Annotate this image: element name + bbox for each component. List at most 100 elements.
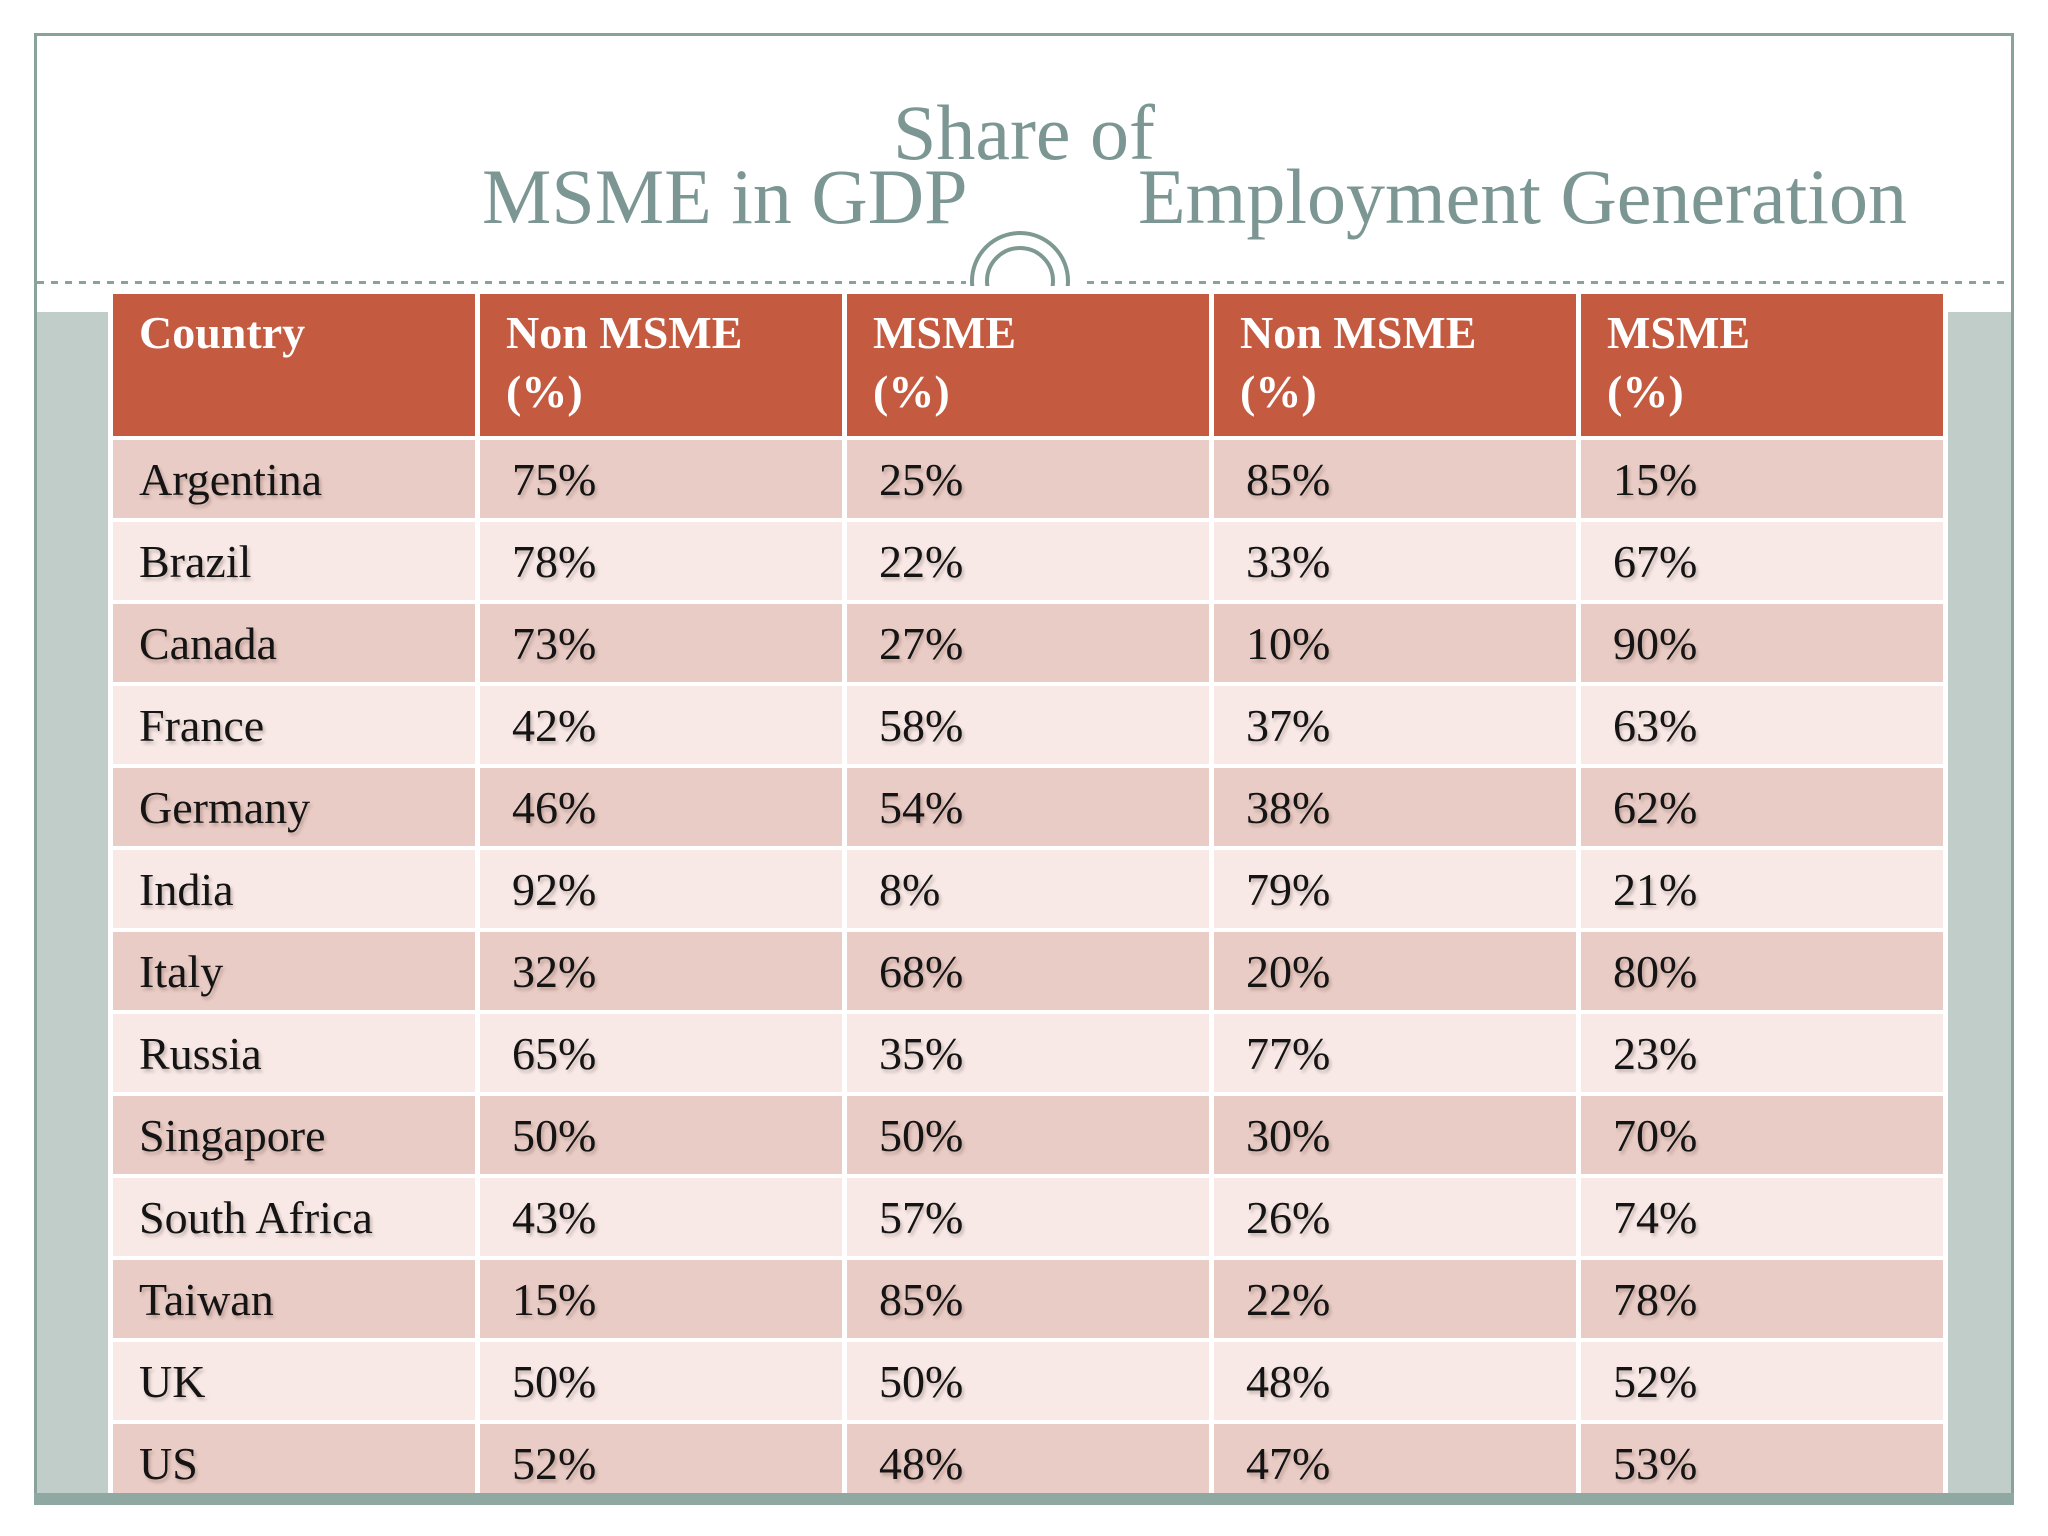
col-header-emp-msme: MSME (%) <box>1581 294 1943 436</box>
gdp-non-msme-cell: 78% <box>480 522 842 600</box>
emp-msme-cell: 52% <box>1581 1342 1943 1420</box>
gdp-msme-cell: 85% <box>847 1260 1209 1338</box>
circle-decoration <box>966 227 1082 286</box>
table-row: UK 50% 50% 48% 52% <box>113 1342 1943 1420</box>
table-row: South Africa 43% 57% 26% 74% <box>113 1178 1943 1256</box>
table-row: Canada 73% 27% 10% 90% <box>113 604 1943 682</box>
gdp-msme-cell: 50% <box>847 1342 1209 1420</box>
emp-msme-cell: 53% <box>1581 1424 1943 1502</box>
emp-non-msme-cell: 47% <box>1214 1424 1576 1502</box>
gdp-msme-cell: 48% <box>847 1424 1209 1502</box>
table-row: Argentina 75% 25% 85% 15% <box>113 440 1943 518</box>
col-header-gdp-msme: MSME (%) <box>847 294 1209 436</box>
gdp-msme-cell: 25% <box>847 440 1209 518</box>
country-cell: France <box>113 686 475 764</box>
gdp-non-msme-cell: 42% <box>480 686 842 764</box>
country-cell: Taiwan <box>113 1260 475 1338</box>
gdp-non-msme-cell: 73% <box>480 604 842 682</box>
col-header-unit: (%) <box>873 365 950 417</box>
gdp-msme-cell: 8% <box>847 850 1209 928</box>
emp-non-msme-cell: 37% <box>1214 686 1576 764</box>
emp-non-msme-cell: 77% <box>1214 1014 1576 1092</box>
emp-msme-cell: 90% <box>1581 604 1943 682</box>
emp-msme-cell: 21% <box>1581 850 1943 928</box>
table-row: Brazil 78% 22% 33% 67% <box>113 522 1943 600</box>
msme-data-table: Country Non MSME (%) MSME (%) Non MSME (… <box>108 290 1948 1506</box>
table-row: India 92% 8% 79% 21% <box>113 850 1943 928</box>
table-row: Germany 46% 54% 38% 62% <box>113 768 1943 846</box>
emp-non-msme-cell: 79% <box>1214 850 1576 928</box>
emp-non-msme-cell: 26% <box>1214 1178 1576 1256</box>
emp-msme-cell: 74% <box>1581 1178 1943 1256</box>
gdp-non-msme-cell: 46% <box>480 768 842 846</box>
gdp-non-msme-cell: 52% <box>480 1424 842 1502</box>
country-cell: US <box>113 1424 475 1502</box>
country-cell: Brazil <box>113 522 475 600</box>
country-cell: Canada <box>113 604 475 682</box>
emp-non-msme-cell: 33% <box>1214 522 1576 600</box>
table-row: Singapore 50% 50% 30% 70% <box>113 1096 1943 1174</box>
bottom-accent-strip <box>34 1493 2014 1505</box>
table-header: Country Non MSME (%) MSME (%) Non MSME (… <box>113 294 1943 436</box>
gdp-non-msme-cell: 32% <box>480 932 842 1010</box>
gdp-non-msme-cell: 65% <box>480 1014 842 1092</box>
emp-msme-cell: 63% <box>1581 686 1943 764</box>
gdp-msme-cell: 35% <box>847 1014 1209 1092</box>
emp-non-msme-cell: 10% <box>1214 604 1576 682</box>
country-cell: India <box>113 850 475 928</box>
col-header-gdp-non-msme: Non MSME (%) <box>480 294 842 436</box>
gdp-msme-cell: 27% <box>847 604 1209 682</box>
slide-title-line1: Share of <box>892 89 1156 176</box>
emp-msme-cell: 80% <box>1581 932 1943 1010</box>
table-row: US 52% 48% 47% 53% <box>113 1424 1943 1502</box>
slide-title-employment: Employment Generation <box>1138 153 1907 240</box>
emp-non-msme-cell: 22% <box>1214 1260 1576 1338</box>
table-row: Russia 65% 35% 77% 23% <box>113 1014 1943 1092</box>
emp-msme-cell: 23% <box>1581 1014 1943 1092</box>
country-cell: South Africa <box>113 1178 475 1256</box>
col-header-text: Country <box>139 307 306 358</box>
gdp-non-msme-cell: 15% <box>480 1260 842 1338</box>
gdp-msme-cell: 58% <box>847 686 1209 764</box>
country-cell: Russia <box>113 1014 475 1092</box>
emp-non-msme-cell: 38% <box>1214 768 1576 846</box>
gdp-non-msme-cell: 50% <box>480 1096 842 1174</box>
header-row: Country Non MSME (%) MSME (%) Non MSME (… <box>113 294 1943 436</box>
slide-title-gdp: MSME in GDP <box>482 153 968 240</box>
table-body: Argentina 75% 25% 85% 15% Brazil 78% 22%… <box>113 440 1943 1502</box>
col-header-unit: (%) <box>506 365 583 417</box>
gdp-non-msme-cell: 75% <box>480 440 842 518</box>
emp-msme-cell: 70% <box>1581 1096 1943 1174</box>
gdp-non-msme-cell: 92% <box>480 850 842 928</box>
emp-msme-cell: 15% <box>1581 440 1943 518</box>
emp-msme-cell: 67% <box>1581 522 1943 600</box>
col-header-country: Country <box>113 294 475 436</box>
col-header-unit: (%) <box>1240 365 1317 417</box>
col-header-emp-non-msme: Non MSME (%) <box>1214 294 1576 436</box>
gdp-non-msme-cell: 50% <box>480 1342 842 1420</box>
table-row: Italy 32% 68% 20% 80% <box>113 932 1943 1010</box>
col-header-text: MSME <box>873 307 1017 358</box>
gdp-msme-cell: 57% <box>847 1178 1209 1256</box>
gdp-msme-cell: 68% <box>847 932 1209 1010</box>
col-header-text: Non MSME <box>506 307 743 358</box>
country-cell: UK <box>113 1342 475 1420</box>
gdp-msme-cell: 22% <box>847 522 1209 600</box>
emp-non-msme-cell: 85% <box>1214 440 1576 518</box>
gdp-msme-cell: 54% <box>847 768 1209 846</box>
col-header-text: MSME <box>1607 307 1751 358</box>
table-row: France 42% 58% 37% 63% <box>113 686 1943 764</box>
emp-non-msme-cell: 20% <box>1214 932 1576 1010</box>
table-row: Taiwan 15% 85% 22% 78% <box>113 1260 1943 1338</box>
emp-msme-cell: 78% <box>1581 1260 1943 1338</box>
country-cell: Singapore <box>113 1096 475 1174</box>
emp-non-msme-cell: 30% <box>1214 1096 1576 1174</box>
country-cell: Argentina <box>113 440 475 518</box>
gdp-non-msme-cell: 43% <box>480 1178 842 1256</box>
country-cell: Germany <box>113 768 475 846</box>
col-header-unit: (%) <box>1607 365 1684 417</box>
country-cell: Italy <box>113 932 475 1010</box>
emp-non-msme-cell: 48% <box>1214 1342 1576 1420</box>
gdp-msme-cell: 50% <box>847 1096 1209 1174</box>
